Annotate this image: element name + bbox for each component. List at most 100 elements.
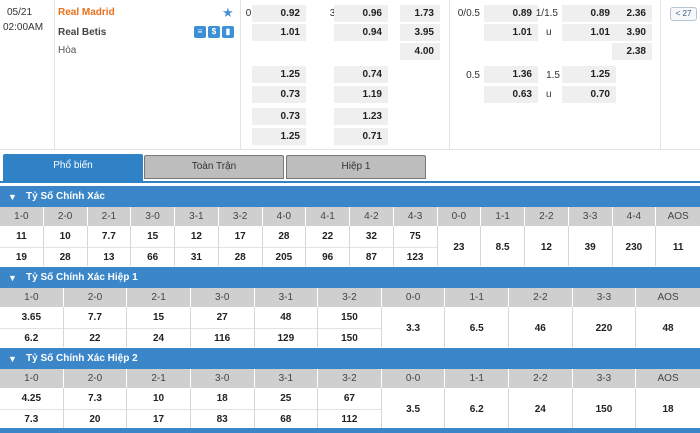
odds-box[interactable]: 1.23 [334,108,388,125]
section-header[interactable]: ▼ Tỷ Số Chính Xác Hiệp 2 [0,347,700,369]
draw-score-odds[interactable]: 46 [534,322,546,334]
draw-score-odds[interactable]: 230 [625,241,643,253]
home-score-odds[interactable]: 150 [318,307,381,329]
odds-box[interactable]: 3.90 [612,24,652,41]
away-score-odds[interactable]: 28 [59,252,71,264]
home-score-odds[interactable]: 10 [43,226,87,248]
odds-box[interactable]: 0.89 [562,5,616,22]
away-score-odds[interactable]: 24 [153,333,165,345]
odds-box[interactable]: 0.73 [252,86,306,103]
home-score-odds[interactable]: 22 [306,226,349,248]
odds-box[interactable]: 0.71 [334,128,388,145]
away-score-odds[interactable]: 96 [322,252,334,264]
chart-icon[interactable]: ▮ [222,26,234,38]
away-score-odds[interactable]: 150 [341,333,358,345]
odds-box[interactable]: 0.96 [334,5,388,22]
odds-box[interactable]: 2.38 [612,43,652,60]
away-score-odds[interactable]: 205 [275,252,293,264]
away-score-odds[interactable]: 129 [277,333,295,345]
away-score-odds[interactable]: 68 [280,414,292,426]
odds-box[interactable]: 0.73 [252,108,306,125]
away-score-odds[interactable]: 123 [406,252,424,264]
odds-box[interactable]: 1.01 [252,24,306,41]
home-score-odds[interactable]: 12 [175,226,218,248]
draw-score-odds[interactable]: 23 [453,241,465,253]
home-score-odds[interactable]: 18 [190,388,254,410]
aos-odds[interactable]: 18 [662,403,674,415]
home-score-odds[interactable]: 75 [393,226,437,248]
odds-box[interactable]: 1.01 [562,24,616,41]
away-score-odds[interactable]: 112 [341,414,358,426]
home-team-name[interactable]: Real Madrid [58,7,115,18]
aos-odds[interactable]: 11 [672,241,684,253]
draw-score-odds[interactable]: 39 [584,241,596,253]
away-score-odds[interactable]: 13 [103,252,115,264]
odds-box[interactable]: 1.19 [334,86,388,103]
away-score-odds[interactable]: 20 [89,414,101,426]
odds-box[interactable]: 0.92 [252,5,306,22]
tab-full-match[interactable]: Toàn Trận [144,155,284,179]
home-score-odds[interactable]: 11 [0,226,43,248]
away-score-odds[interactable]: 87 [365,252,377,264]
odds-box[interactable]: 3.95 [400,24,440,41]
home-score-odds[interactable]: 3.65 [0,307,63,329]
home-score-odds[interactable]: 15 [131,226,174,248]
odds-box[interactable]: 0.74 [334,66,388,83]
odds-box[interactable]: 1.01 [484,24,538,41]
away-score-odds[interactable]: 6.2 [24,333,39,345]
draw-score-odds[interactable]: 6.2 [469,403,484,415]
home-score-odds[interactable]: 7.7 [63,307,127,329]
home-score-odds[interactable]: 4.25 [0,388,63,410]
favorite-star-icon[interactable]: ★ [222,5,234,20]
chevron-down-icon[interactable]: ▼ [8,354,17,364]
draw-score-odds[interactable]: 8.5 [495,241,510,253]
dollar-icon[interactable]: $ [208,26,220,38]
home-score-odds[interactable]: 10 [127,388,190,410]
draw-score-odds[interactable]: 3.3 [406,322,421,334]
odds-box[interactable]: 0.94 [334,24,388,41]
draw-score-odds[interactable]: 3.5 [406,403,421,415]
away-score-odds[interactable]: 83 [216,414,228,426]
tab-first-half[interactable]: Hiệp 1 [286,155,426,179]
stats-icon[interactable]: ≡ [194,26,206,38]
home-score-odds[interactable]: 7.7 [87,226,131,248]
away-score-odds[interactable]: 31 [190,252,202,264]
home-score-odds[interactable]: 15 [127,307,190,329]
odds-box[interactable]: 1.73 [400,5,440,22]
section-header[interactable]: ▼ Tỷ Số Chính Xác [0,185,700,207]
home-score-odds[interactable]: 48 [254,307,318,329]
odds-box[interactable]: 2.36 [612,5,652,22]
odds-box[interactable]: 4.00 [400,43,440,60]
away-score-odds[interactable]: 17 [153,414,165,426]
odds-box[interactable]: 0.70 [562,86,616,103]
home-score-odds[interactable]: 32 [350,226,393,248]
home-score-odds[interactable]: 67 [318,388,381,410]
draw-score-odds[interactable]: 150 [595,403,613,415]
away-score-odds[interactable]: 19 [15,252,27,264]
draw-score-odds[interactable]: 12 [540,241,552,253]
home-score-odds[interactable]: 27 [190,307,254,329]
odds-box[interactable]: 0.89 [484,5,538,22]
home-score-odds[interactable]: 25 [254,388,318,410]
tab-popular[interactable]: Phổ biến [3,154,143,182]
home-score-odds[interactable]: 17 [218,226,262,248]
draw-score-odds[interactable]: 220 [595,322,613,334]
aos-odds[interactable]: 48 [662,322,674,334]
away-score-odds[interactable]: 28 [234,252,246,264]
odds-box[interactable]: 1.25 [252,66,306,83]
away-score-odds[interactable]: 116 [214,333,231,345]
section-header[interactable]: ▼ Tỷ Số Chính Xác Hiệp 1 [0,266,700,288]
more-markets-button[interactable]: < 27 [670,7,697,21]
home-score-odds[interactable]: 7.3 [63,388,127,410]
home-score-odds[interactable]: 28 [262,226,306,248]
draw-score-odds[interactable]: 6.5 [469,322,484,334]
chevron-down-icon[interactable]: ▼ [8,273,17,283]
draw-score-odds[interactable]: 24 [534,403,546,415]
odds-box[interactable]: 1.36 [484,66,538,83]
odds-box[interactable]: 0.63 [484,86,538,103]
odds-box[interactable]: 1.25 [252,128,306,145]
chevron-down-icon[interactable]: ▼ [8,192,17,202]
away-score-odds[interactable]: 7.3 [24,414,39,426]
away-score-odds[interactable]: 66 [147,252,159,264]
odds-box[interactable]: 1.25 [562,66,616,83]
